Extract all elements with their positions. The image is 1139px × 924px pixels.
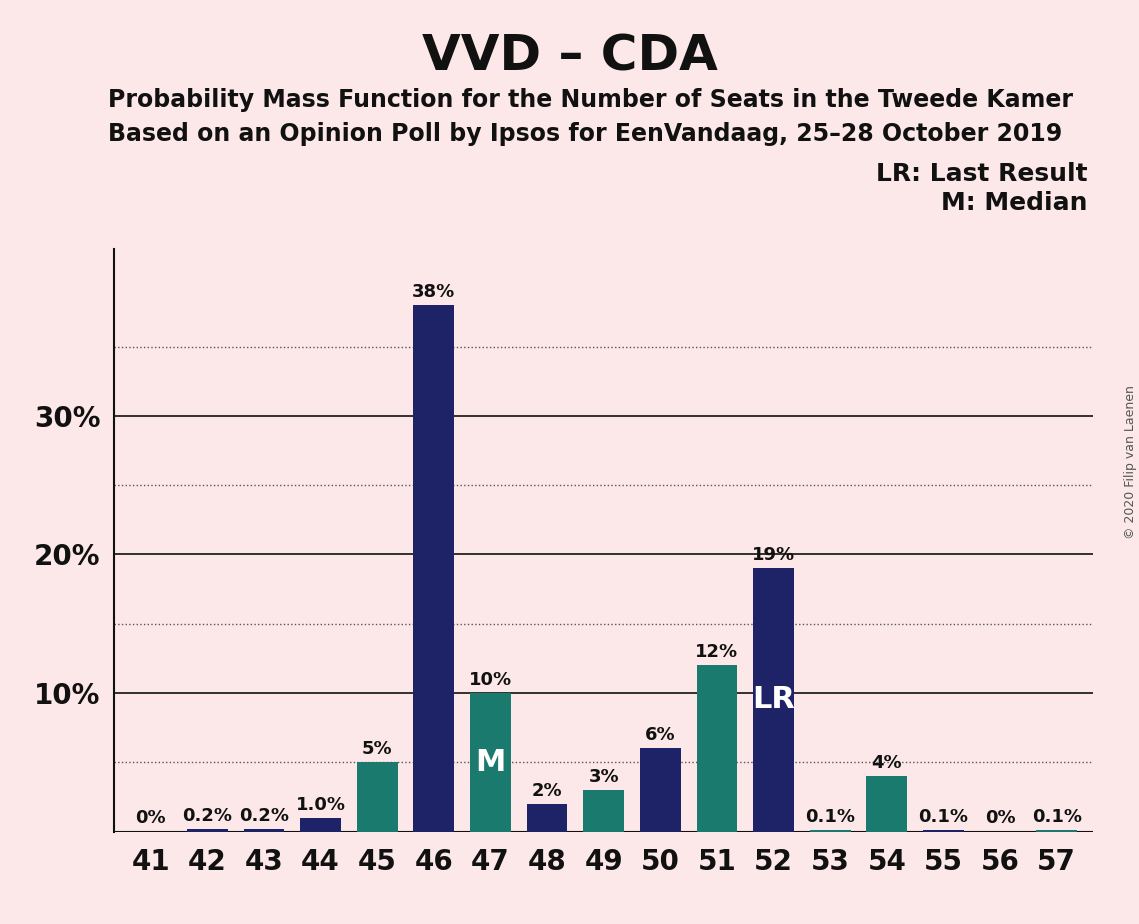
Bar (357, 762, 398, 832)
Bar (867, 776, 907, 832)
Text: 1.0%: 1.0% (295, 796, 345, 814)
Text: 3%: 3% (589, 768, 618, 785)
Text: 5%: 5% (362, 740, 393, 758)
Bar (470, 693, 510, 832)
Text: 0%: 0% (985, 809, 1015, 828)
Text: 19%: 19% (752, 546, 795, 564)
Text: 6%: 6% (645, 726, 675, 745)
Text: M: Median: M: Median (941, 191, 1088, 215)
Bar (244, 829, 285, 832)
Text: 0.1%: 0.1% (805, 808, 855, 826)
Text: 38%: 38% (412, 283, 456, 301)
Bar (810, 831, 851, 832)
Text: 0.1%: 0.1% (918, 808, 968, 826)
Bar (187, 829, 228, 832)
Bar (923, 831, 964, 832)
Bar (583, 790, 624, 832)
Bar (753, 568, 794, 832)
Text: VVD – CDA: VVD – CDA (421, 32, 718, 80)
Text: M: M (475, 748, 506, 777)
Bar (526, 804, 567, 832)
Text: Probability Mass Function for the Number of Seats in the Tweede Kamer: Probability Mass Function for the Number… (108, 88, 1073, 112)
Text: Based on an Opinion Poll by Ipsos for EenVandaag, 25–28 October 2019: Based on an Opinion Poll by Ipsos for Ee… (108, 122, 1063, 146)
Bar (413, 305, 454, 832)
Text: 2%: 2% (532, 782, 563, 800)
Text: 0.2%: 0.2% (239, 807, 289, 825)
Text: 12%: 12% (695, 643, 738, 662)
Text: 10%: 10% (469, 671, 513, 689)
Text: 0.2%: 0.2% (182, 807, 232, 825)
Text: LR: Last Result: LR: Last Result (876, 162, 1088, 186)
Text: 0.1%: 0.1% (1032, 808, 1082, 826)
Bar (301, 818, 341, 832)
Text: 0%: 0% (136, 809, 166, 828)
Text: © 2020 Filip van Laenen: © 2020 Filip van Laenen (1124, 385, 1137, 539)
Bar (640, 748, 681, 832)
Text: 4%: 4% (871, 754, 902, 772)
Text: LR: LR (752, 686, 795, 714)
Bar (697, 665, 737, 832)
Bar (1036, 831, 1077, 832)
